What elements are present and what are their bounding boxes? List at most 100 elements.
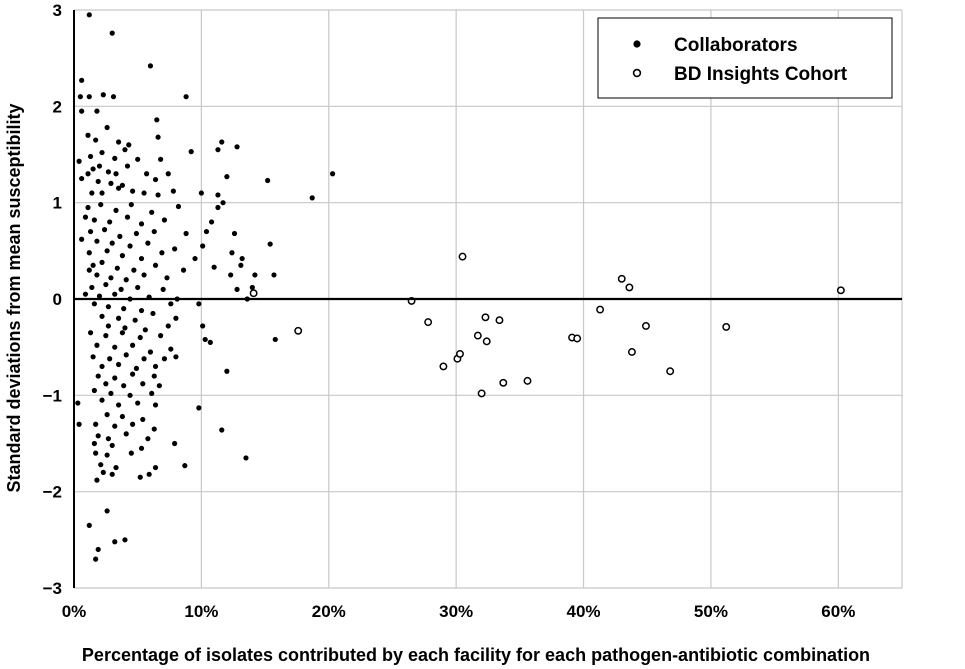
collaborator-point [124,163,131,169]
collaborator-point [229,250,235,256]
collaborator-point [75,400,81,406]
collaborator-point [243,455,249,461]
collaborator-point [220,200,226,206]
collaborator-point [99,363,105,370]
collaborator-point [100,92,106,98]
collaborator-point [219,139,225,145]
collaborator-point [140,381,146,387]
collaborator-point [158,333,164,339]
collaborator-point [113,171,119,177]
collaborator-point [109,240,115,246]
collaborator-point [151,426,157,432]
collaborator-point [89,190,95,196]
collaborator-point [135,156,141,162]
bd-insights-point [481,313,490,322]
bd-insights-point [625,283,634,292]
collaborator-point [122,325,128,331]
collaborator-point [152,363,159,370]
collaborator-point [215,147,221,153]
collaborator-point [202,336,208,343]
collaborator-point [98,462,104,468]
collaborator-point [112,155,118,161]
collaborator-point [196,301,202,307]
y-tick-label: 3 [53,1,62,20]
collaborator-point [91,440,97,447]
collaborator-point [79,236,85,242]
collaborator-point [99,397,105,403]
collaborator-point [128,450,134,456]
collaborator-point [200,323,206,329]
collaborator-point [107,356,113,362]
collaborator-point [90,354,96,360]
collaborator-point [170,188,176,194]
collaborator-point [267,241,273,247]
legend-label-collaborators: Collaborators [674,35,798,56]
collaborator-point [182,463,188,469]
collaborator-point [156,383,162,389]
collaborator-point [95,546,101,553]
collaborator-point [93,137,99,143]
bd-insights-point [473,331,482,340]
collaborator-point [91,301,97,307]
bd-insights-point [439,362,448,371]
collaborator-point [94,272,100,278]
collaborator-point [309,195,315,201]
collaborator-point [113,464,119,471]
collaborator-point [154,117,160,123]
collaborator-point [95,373,101,379]
collaborator-point [77,94,83,100]
x-tick-label: 50% [694,602,728,621]
collaborator-point [196,405,202,411]
collaborator-point [147,349,154,355]
bd-insights-point [499,378,508,387]
collaborator-point [100,469,106,475]
collaborator-point [123,431,129,437]
collaborator-point [85,132,91,138]
legend-marker-collaborators [633,40,641,48]
collaborator-point [149,209,155,215]
bd-insights-point [495,316,504,325]
collaborator-point [137,334,143,341]
x-tick-label: 10% [184,602,218,621]
collaborator-point [133,365,140,371]
collaborator-point [94,238,100,244]
collaborator-point [103,333,109,339]
collaborator-point [183,230,189,237]
collaborator-point [119,182,126,188]
collaborator-point [131,267,137,273]
collaborator-point [172,246,178,252]
collaborator-point [168,346,174,352]
collaborator-point [112,344,118,350]
y-axis-title: Standard deviations from mean susceptibi… [4,103,24,492]
collaborator-point [155,192,161,198]
collaborator-point [165,323,171,329]
collaborator-point [252,272,258,278]
collaborator-point [144,171,150,177]
collaborator-point [109,30,115,36]
collaborator-point [149,390,155,397]
collaborator-point [175,203,182,210]
collaborator-point [228,272,234,278]
bd-insights-point [477,389,486,398]
collaborator-point [234,286,240,292]
collaborator-point [115,185,122,191]
collaborator-point [86,250,92,256]
bd-insights-point [596,305,605,314]
legend-box [597,17,893,99]
collaborator-point [126,142,132,148]
collaborator-point [107,219,113,225]
collaborator-point [207,339,213,345]
collaborator-point [137,474,143,480]
collaborator-point [95,178,101,185]
collaborator-point [109,442,115,449]
collaborator-point [104,248,110,254]
collaborator-point [119,253,126,259]
bd-insights-point [573,334,582,343]
collaborator-point [200,243,206,249]
collaborator-point [121,383,127,389]
collaborator-point [133,230,140,237]
collaborator-point [180,267,187,273]
data-points [75,12,845,562]
collaborator-point [132,317,138,323]
